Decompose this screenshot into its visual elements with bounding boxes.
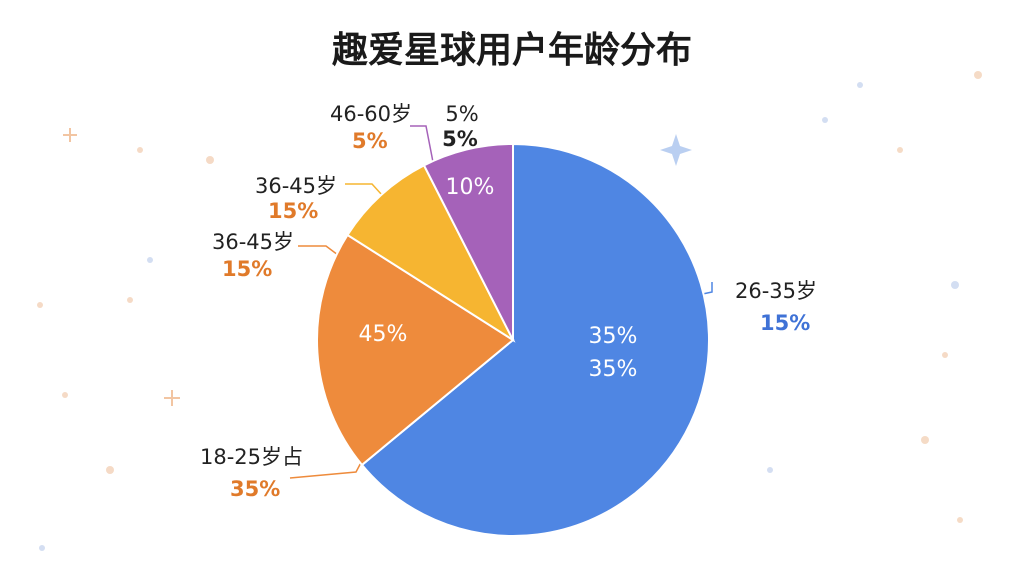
slice-label: 35% bbox=[589, 357, 638, 382]
outer-label: 35% bbox=[230, 477, 280, 501]
outer-label: 15% bbox=[268, 199, 318, 223]
outer-label: 5% bbox=[442, 127, 478, 151]
pie-slice bbox=[422, 142, 514, 341]
outer-label: 5% bbox=[352, 129, 388, 153]
outer-label: 36-45岁 bbox=[255, 174, 337, 198]
outer-label: 5% bbox=[445, 102, 478, 126]
outer-label: 15% bbox=[760, 311, 810, 335]
outer-label: 26-35岁 bbox=[735, 279, 817, 303]
outer-label: 15% bbox=[222, 257, 272, 281]
background-decor bbox=[37, 71, 982, 551]
pie-slice bbox=[346, 164, 516, 343]
outer-label: 46-60岁 bbox=[330, 102, 412, 126]
pie-slice bbox=[316, 233, 515, 467]
slice-label: 45% bbox=[359, 322, 408, 347]
slice-label: 35% bbox=[589, 324, 638, 349]
outer-label: 18-25岁占 bbox=[200, 445, 303, 469]
slice-label: 10% bbox=[446, 175, 495, 200]
chart-title: 趣爱星球用户年龄分布 bbox=[332, 30, 692, 71]
pie-slice bbox=[360, 142, 710, 537]
outer-label: 36-45岁 bbox=[212, 230, 294, 254]
